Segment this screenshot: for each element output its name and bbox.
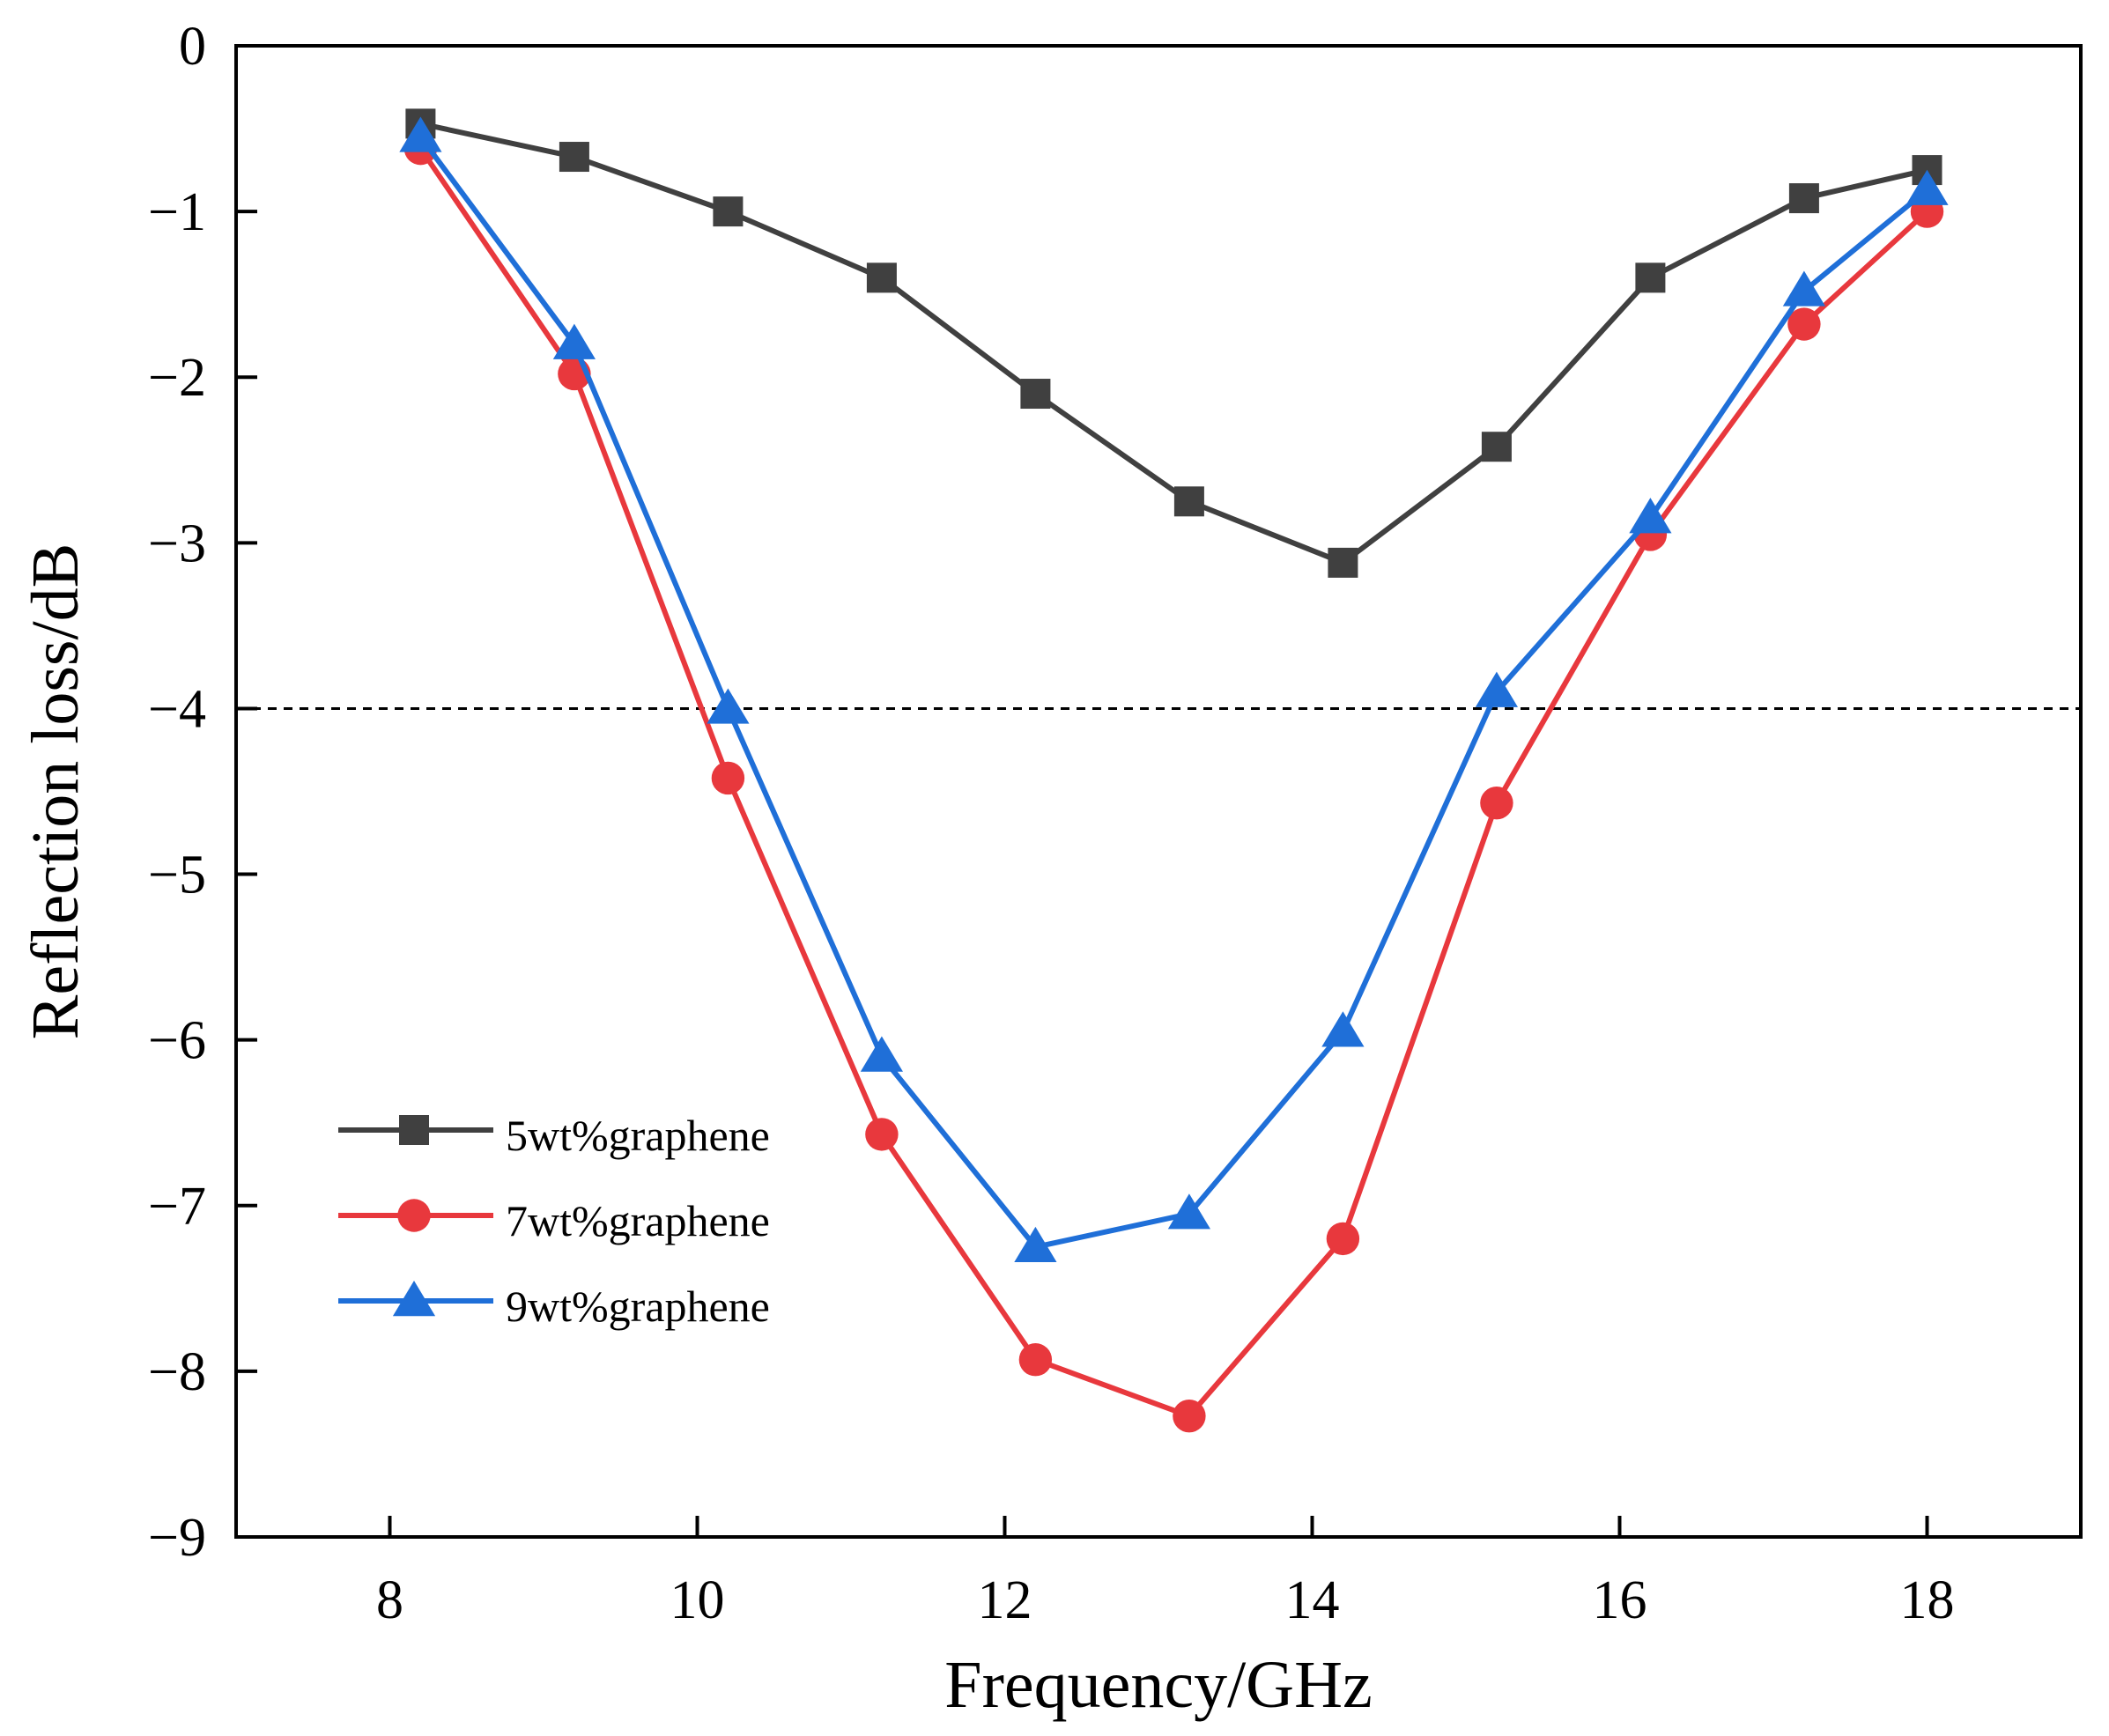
- ticks-layer: 8 10 12 14 16 18 0 −1 −2 −3 −4 −5 −6 −7 −8 −9: [148, 17, 1954, 1630]
- data-point: [399, 116, 442, 152]
- x-tick-label: 10: [670, 1570, 725, 1630]
- legend: 5wt%graphene 7wt%graphene 9wt%graphene: [338, 1111, 770, 1331]
- data-point: [711, 761, 745, 795]
- y-tick-label: −4: [148, 679, 206, 739]
- data-point: [1020, 379, 1051, 410]
- series-layer: [399, 108, 1949, 1433]
- y-tick-label: −8: [148, 1342, 206, 1402]
- data-point: [1787, 307, 1821, 341]
- legend-label: 7wt%graphene: [506, 1196, 770, 1245]
- x-tick-label: 8: [376, 1570, 403, 1630]
- legend-item: 9wt%graphene: [338, 1281, 770, 1331]
- plot-frame: [234, 44, 2083, 1539]
- series-7wt%graphene: [403, 131, 1944, 1433]
- y-tick-label: −5: [148, 846, 206, 905]
- series-5wt%graphene: [405, 108, 1942, 578]
- y-axis-title: Reflection loss/dB: [18, 543, 92, 1040]
- x-axis-title: Frequency/GHz: [944, 1648, 1372, 1722]
- y-tick-label: −9: [148, 1508, 206, 1568]
- data-point: [1782, 270, 1825, 307]
- series-line: [419, 121, 1928, 565]
- data-point: [1328, 547, 1358, 578]
- legend-marker: [392, 1281, 436, 1317]
- data-point: [713, 196, 744, 227]
- data-point: [707, 688, 750, 724]
- legend-item: 7wt%graphene: [338, 1196, 770, 1245]
- y-tick-label: 0: [179, 17, 206, 77]
- y-tick-label: −7: [148, 1177, 206, 1237]
- data-point: [559, 142, 589, 173]
- y-tick-label: −2: [148, 348, 206, 408]
- data-point: [1014, 1226, 1057, 1263]
- data-point: [552, 323, 596, 359]
- data-point: [1475, 671, 1518, 707]
- data-point: [1321, 1011, 1365, 1047]
- data-point: [1167, 1193, 1210, 1230]
- data-point: [1635, 262, 1666, 293]
- data-point: [860, 1036, 903, 1072]
- data-point: [1173, 486, 1204, 517]
- legend-label: 9wt%graphene: [506, 1282, 770, 1331]
- y-tick-label: −1: [148, 182, 206, 242]
- series-9wt%graphene: [399, 116, 1949, 1263]
- data-point: [1788, 183, 1819, 214]
- legend-marker: [399, 1115, 429, 1145]
- x-tick-label: 14: [1285, 1570, 1340, 1630]
- legend-label: 5wt%graphene: [506, 1111, 770, 1160]
- data-point: [1018, 1343, 1053, 1377]
- data-point: [1629, 498, 1672, 534]
- y-tick-label: −6: [148, 1011, 206, 1071]
- data-point: [1173, 1399, 1206, 1433]
- data-point: [1480, 786, 1513, 820]
- data-point: [865, 1118, 899, 1151]
- series-line: [418, 135, 1929, 1250]
- data-point: [1481, 432, 1512, 462]
- data-point: [866, 262, 897, 293]
- legend-marker: [397, 1199, 431, 1232]
- legend-item: 5wt%graphene: [338, 1111, 770, 1160]
- x-tick-label: 18: [1900, 1570, 1955, 1630]
- x-tick-label: 16: [1593, 1570, 1647, 1630]
- data-point: [1326, 1222, 1360, 1256]
- data-point: [1906, 169, 1949, 205]
- y-tick-label: −3: [148, 513, 206, 573]
- x-tick-label: 12: [978, 1570, 1032, 1630]
